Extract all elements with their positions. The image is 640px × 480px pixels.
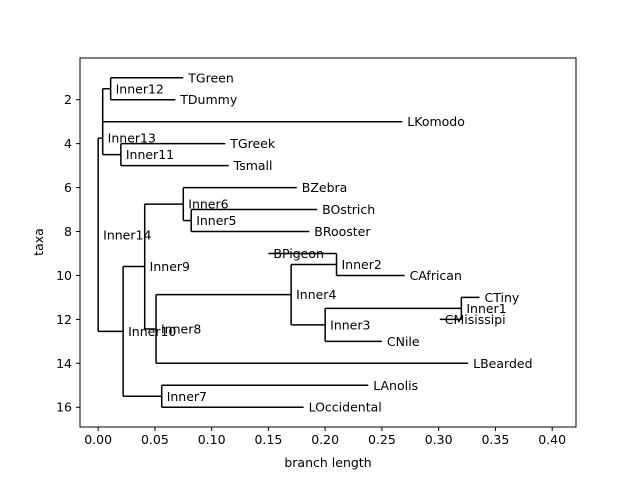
node-label-inner7: Inner7 <box>163 389 207 404</box>
y-tick-label: 14 <box>56 356 72 371</box>
node-label-inner1: Inner1 <box>462 301 506 316</box>
x-tick-label: 0.25 <box>368 432 396 447</box>
x-axis-label: branch length <box>284 455 371 470</box>
x-tick-label: 0.15 <box>254 432 282 447</box>
node-label-inner14: Inner14 <box>99 227 151 242</box>
node-labels: TGreen TDummy LKomodo TGreek Tsmall BZeb… <box>99 70 532 414</box>
node-label-inner11: Inner11 <box>122 147 174 162</box>
x-axis-ticks: 0.00 0.05 0.10 0.15 0.20 0.25 0.30 0.35 0.40 <box>84 427 566 447</box>
node-label-inner12: Inner12 <box>112 81 164 96</box>
y-tick-label: 2 <box>64 92 72 107</box>
x-tick-label: 0.00 <box>84 432 112 447</box>
node-label-lanolis: LAnolis <box>369 378 418 393</box>
y-axis-label: taxa <box>31 228 46 256</box>
node-label-inner8: Inner8 <box>157 321 201 336</box>
node-label-lkomodo: LKomodo <box>403 114 465 129</box>
x-tick-label: 0.10 <box>198 432 226 447</box>
node-label-inner3: Inner3 <box>326 317 370 332</box>
node-label-tgreek: TGreek <box>226 136 276 151</box>
node-label-bzebra: BZebra <box>298 180 348 195</box>
x-tick-label: 0.35 <box>481 432 509 447</box>
node-label-cafrican: CAfrican <box>406 268 462 283</box>
node-label-ctiny: CTiny <box>481 290 520 305</box>
node-label-tsmall: Tsmall <box>230 158 273 173</box>
plot-frame <box>79 57 577 428</box>
node-label-bostrich: BOstrich <box>318 202 375 217</box>
node-label-inner2: Inner2 <box>338 257 382 272</box>
node-label-cnile: CNile <box>383 334 420 349</box>
node-label-tgreen: TGreen <box>184 70 233 85</box>
node-label-cmisissipi: CMisissipi <box>441 312 506 327</box>
y-tick-label: 16 <box>56 400 72 415</box>
y-tick-label: 8 <box>64 224 72 239</box>
tree-branches <box>97 77 480 408</box>
y-axis-ticks: 2 4 6 8 10 12 14 16 <box>56 92 80 415</box>
x-tick-label: 0.40 <box>538 432 566 447</box>
node-label-inner10: Inner10 <box>124 324 176 339</box>
node-label-inner6: Inner6 <box>184 197 228 212</box>
y-tick-label: 10 <box>56 268 72 283</box>
y-tick-label: 4 <box>64 136 72 151</box>
node-label-inner13: Inner13 <box>104 131 156 146</box>
x-tick-label: 0.30 <box>425 432 453 447</box>
node-label-tdummy: TDummy <box>176 92 238 107</box>
y-tick-label: 6 <box>64 180 72 195</box>
node-label-inner9: Inner9 <box>146 259 190 274</box>
x-tick-label: 0.05 <box>141 432 169 447</box>
x-tick-label: 0.20 <box>311 432 339 447</box>
node-label-inner4: Inner4 <box>292 287 336 302</box>
node-label-loccidental: LOccidental <box>305 400 382 415</box>
y-tick-label: 12 <box>56 312 72 327</box>
node-label-bpigeon: BPigeon <box>269 246 323 261</box>
node-label-brooster: BRooster <box>310 224 371 239</box>
node-label-lbearded: LBearded <box>469 356 532 371</box>
node-label-inner5: Inner5 <box>192 213 236 228</box>
